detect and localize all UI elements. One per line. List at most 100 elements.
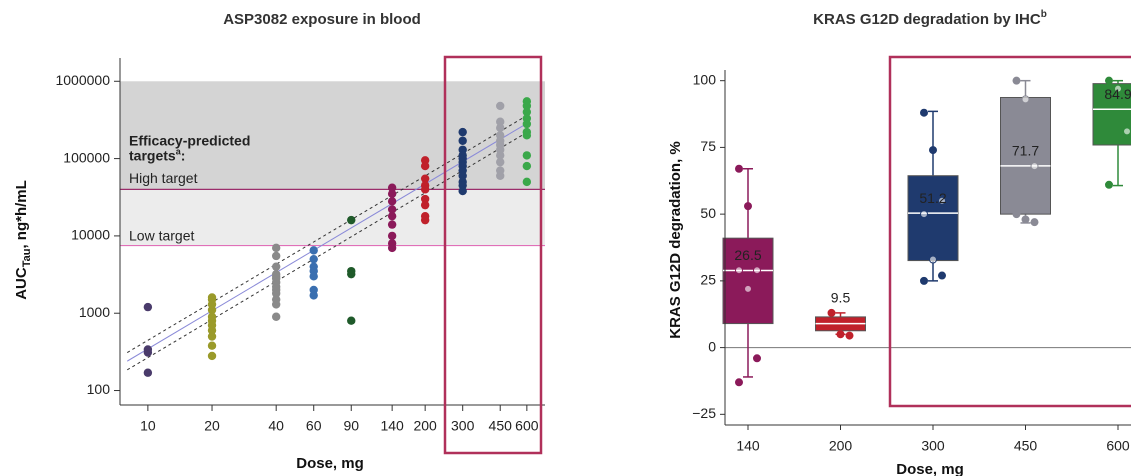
data-point xyxy=(836,330,845,339)
x-axis-title: Dose, mg xyxy=(296,455,364,472)
y-tick-label: 0 xyxy=(708,338,716,354)
data-point xyxy=(1012,210,1021,219)
data-point xyxy=(420,194,430,204)
x-tick-label: 450 xyxy=(1014,438,1038,454)
data-point xyxy=(309,272,318,281)
data-point xyxy=(522,131,532,140)
data-point xyxy=(387,243,397,253)
y-tick-label: −25 xyxy=(692,405,716,421)
data-point xyxy=(522,177,532,187)
data-point xyxy=(496,157,505,167)
heading-sup: a xyxy=(176,147,182,157)
data-point xyxy=(496,151,505,160)
low-target-band xyxy=(120,189,545,246)
data-point xyxy=(522,161,532,171)
data-point xyxy=(1021,95,1030,104)
x-tick-label: 600 xyxy=(1106,438,1130,454)
data-point xyxy=(458,186,467,196)
data-point xyxy=(387,205,397,214)
data-point xyxy=(744,284,752,293)
title-text: KRAS G12D degradation by IHC xyxy=(813,11,1041,28)
data-point xyxy=(1030,162,1039,171)
heading-end: : xyxy=(181,147,186,163)
mean-label: 71.7 xyxy=(1012,143,1039,159)
x-tick-label: 140 xyxy=(380,418,404,434)
data-point xyxy=(309,291,318,300)
y-tick-label: 100 xyxy=(693,71,717,87)
x-tick-label: 600 xyxy=(515,418,539,434)
data-point xyxy=(458,171,467,180)
data-point xyxy=(309,254,318,264)
x-tick-label: 60 xyxy=(306,418,322,434)
data-point xyxy=(420,200,430,210)
y-label-rest: , ng*h/mL xyxy=(13,180,30,248)
data-point xyxy=(929,146,937,155)
y-tick-label: 50 xyxy=(700,205,716,221)
data-point xyxy=(420,156,430,165)
target-heading: targetsa: xyxy=(129,147,185,163)
data-point xyxy=(735,266,743,275)
data-point xyxy=(271,300,281,309)
mean-label: 84.9 xyxy=(1104,86,1131,102)
data-point xyxy=(735,164,743,173)
data-point xyxy=(207,351,217,361)
data-point xyxy=(522,101,532,111)
y-tick-label: 75 xyxy=(700,138,716,154)
highlight-box xyxy=(888,55,1131,408)
data-point xyxy=(496,123,505,133)
chart-title: ASP3082 exposure in blood xyxy=(223,11,421,28)
data-point xyxy=(207,305,217,315)
data-point xyxy=(753,354,761,363)
data-point xyxy=(347,269,356,279)
highlight-box xyxy=(443,55,543,455)
mean-label: 9.5 xyxy=(831,290,851,306)
x-tick-label: 200 xyxy=(829,438,853,454)
data-point xyxy=(271,312,281,321)
data-point xyxy=(1123,127,1131,136)
data-point xyxy=(522,151,532,160)
data-point xyxy=(387,211,397,221)
data-point xyxy=(827,308,836,317)
data-point xyxy=(1030,218,1039,227)
mean-label: 51.2 xyxy=(919,190,946,206)
data-point xyxy=(1105,180,1113,189)
y-tick-label: 100 xyxy=(87,381,111,397)
data-point xyxy=(387,189,397,199)
heading-line: targets xyxy=(129,147,176,163)
data-point xyxy=(387,220,397,229)
x-tick-label: 40 xyxy=(268,418,284,434)
data-point xyxy=(271,243,281,253)
data-point xyxy=(420,215,430,225)
data-point xyxy=(496,117,505,126)
data-point xyxy=(207,326,217,335)
y-tick-label: 1000000 xyxy=(55,72,110,88)
x-tick-label: 200 xyxy=(413,418,437,434)
data-point xyxy=(938,196,946,205)
data-point xyxy=(387,231,397,241)
data-point xyxy=(929,255,937,264)
x-tick-label: 140 xyxy=(736,438,760,454)
x-axis-title: Dose, mg xyxy=(896,461,964,476)
data-point xyxy=(387,197,397,206)
data-point xyxy=(309,246,318,255)
high-target-band xyxy=(120,81,545,190)
title-sup: b xyxy=(1041,9,1047,20)
data-point xyxy=(143,368,153,377)
data-point xyxy=(496,171,505,180)
data-point xyxy=(1105,76,1113,85)
data-point xyxy=(753,266,761,275)
data-point xyxy=(143,302,153,312)
data-point xyxy=(458,136,467,145)
y-tick-label: 100000 xyxy=(63,149,110,165)
data-point xyxy=(420,161,430,171)
data-point xyxy=(522,107,532,117)
data-point xyxy=(845,331,854,340)
y-axis-title: AUCTau, ng*h/mL xyxy=(13,180,33,300)
x-tick-label: 450 xyxy=(489,418,513,434)
y-label-sub: Tau xyxy=(21,249,33,268)
data-point xyxy=(347,215,356,225)
data-point xyxy=(920,210,928,219)
data-point xyxy=(271,251,281,261)
